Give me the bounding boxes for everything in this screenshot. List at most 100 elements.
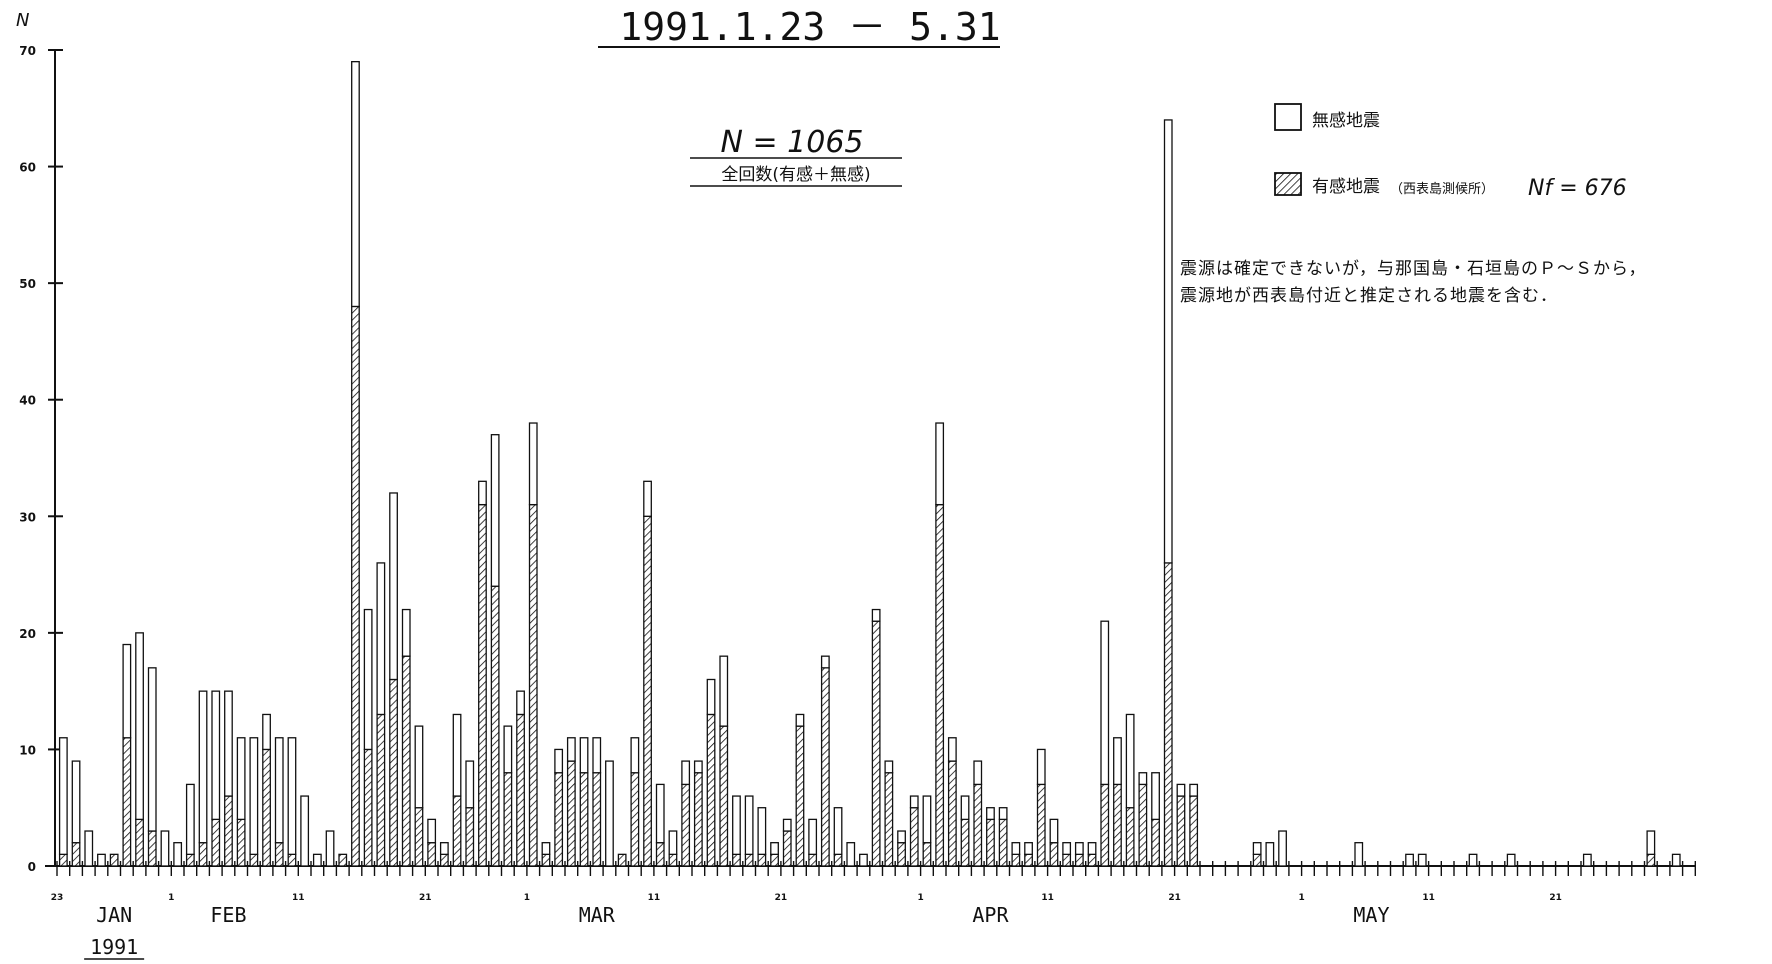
bar-felt <box>643 515 652 867</box>
bar-unfelt <box>312 853 322 867</box>
bar-unfelt <box>973 760 983 786</box>
total-annotation-sub: 全回数(有感＋無感) <box>721 165 870 185</box>
bar-felt <box>706 713 716 867</box>
x-day-label: 1 <box>1298 893 1304 903</box>
bar-felt <box>363 748 373 867</box>
y-tick-label: 60 <box>19 161 36 175</box>
legend-nf-count: Nf = 676 <box>1528 176 1627 201</box>
total-annotation: N = 1065 <box>721 125 864 160</box>
bar-unfelt <box>503 725 513 774</box>
bar-felt <box>833 853 843 867</box>
x-day-label: 11 <box>1041 893 1054 903</box>
bar-unfelt <box>147 667 157 832</box>
bar-felt <box>185 853 195 867</box>
bar-felt <box>947 760 957 867</box>
bar-felt <box>1151 818 1160 867</box>
bar-unfelt <box>173 842 183 867</box>
bar-unfelt <box>1074 842 1084 855</box>
bar-unfelt <box>871 608 881 622</box>
bar-felt <box>1036 783 1046 867</box>
bar-felt <box>401 655 411 867</box>
bar-unfelt <box>643 480 652 517</box>
bar-unfelt <box>401 608 411 657</box>
bar-felt <box>554 772 564 867</box>
bar-felt <box>960 818 970 867</box>
bar-unfelt <box>97 853 106 867</box>
bar-unfelt <box>884 760 894 774</box>
bar-unfelt <box>960 795 970 821</box>
bar-felt <box>732 853 741 867</box>
bar-felt <box>439 853 449 867</box>
bar-unfelt <box>516 690 525 716</box>
x-day-label: 21 <box>775 893 788 903</box>
bar-unfelt <box>782 818 792 832</box>
bar-unfelt <box>71 760 81 844</box>
bar-unfelt <box>185 783 195 855</box>
bar-felt <box>1100 783 1110 867</box>
bar-unfelt <box>1100 620 1110 786</box>
y-tick-label: 0 <box>28 860 36 874</box>
bar-unfelt <box>351 61 360 308</box>
bar-unfelt <box>820 655 830 669</box>
chart-title: 1991.1.23 － 5.31 <box>619 5 1000 49</box>
bar-unfelt <box>592 737 602 774</box>
bar-unfelt <box>986 807 995 821</box>
bar-felt <box>1113 783 1122 867</box>
bar-unfelt <box>465 760 475 809</box>
bar-unfelt <box>490 434 500 587</box>
bar-unfelt <box>363 608 373 751</box>
bar-unfelt <box>846 842 856 867</box>
bar-felt <box>503 772 513 867</box>
bar-unfelt <box>668 830 678 855</box>
bar-felt <box>516 713 525 867</box>
bar-felt <box>973 783 983 867</box>
bar-felt <box>986 818 995 867</box>
bar-unfelt <box>325 830 335 867</box>
bar-unfelt <box>1036 748 1046 786</box>
bar-unfelt <box>160 830 170 867</box>
bar-felt <box>414 807 424 867</box>
bar-felt <box>528 503 538 867</box>
bar-unfelt <box>122 643 132 739</box>
bar-felt <box>262 748 271 867</box>
bar-felt <box>808 853 818 867</box>
bar-felt <box>1163 562 1173 867</box>
legend-sublabel-felt: （西表島測候所） <box>1390 182 1494 197</box>
bar-unfelt <box>198 690 208 844</box>
bar-unfelt <box>135 632 144 821</box>
bar-unfelt <box>452 713 462 797</box>
bar-unfelt <box>947 737 957 762</box>
bar-unfelt <box>1671 853 1681 867</box>
bar-felt <box>1087 853 1097 867</box>
bar-unfelt <box>859 853 868 867</box>
bar-unfelt <box>630 737 640 774</box>
bar-unfelt <box>439 842 449 855</box>
y-tick-label: 40 <box>19 394 36 408</box>
bar-felt <box>1252 853 1262 867</box>
bar-felt <box>236 818 246 867</box>
bar-felt <box>795 725 805 867</box>
bar-felt <box>109 853 119 867</box>
bar-felt <box>1024 853 1033 867</box>
bar-unfelt <box>770 842 779 855</box>
x-day-label: 1 <box>168 893 174 903</box>
bar-unfelt <box>1405 853 1414 867</box>
bar-unfelt <box>274 737 284 844</box>
bar-felt <box>820 667 830 867</box>
bar-felt <box>884 772 894 867</box>
bar-unfelt <box>579 737 589 774</box>
bar-felt <box>211 818 221 867</box>
bar-felt <box>1074 853 1084 867</box>
bar-unfelt <box>389 492 398 681</box>
bar-unfelt <box>478 480 487 506</box>
bar-felt <box>668 853 678 867</box>
bar-felt <box>770 853 779 867</box>
bar-unfelt <box>1354 842 1364 867</box>
bar-felt <box>757 853 767 867</box>
bar-felt <box>58 853 68 867</box>
bar-felt <box>655 842 665 867</box>
bar-felt <box>376 713 386 867</box>
bar-unfelt <box>922 795 932 844</box>
bar-unfelt <box>211 690 221 821</box>
bar-felt <box>122 737 132 867</box>
